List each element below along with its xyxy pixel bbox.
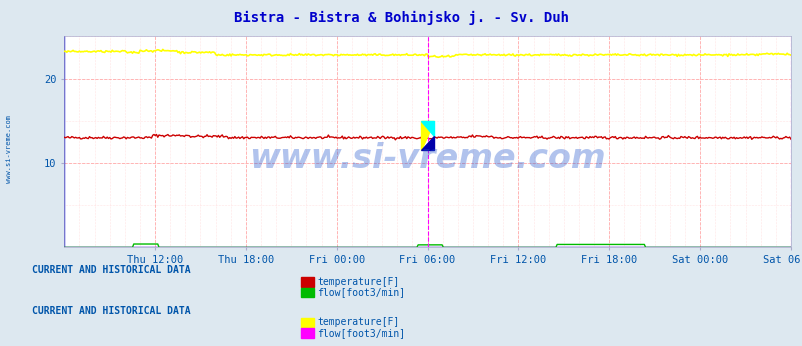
Text: flow[foot3/min]: flow[foot3/min] — [317, 288, 405, 297]
Text: CURRENT AND HISTORICAL DATA: CURRENT AND HISTORICAL DATA — [32, 265, 191, 275]
Polygon shape — [420, 136, 434, 150]
Polygon shape — [420, 121, 434, 136]
Text: CURRENT AND HISTORICAL DATA: CURRENT AND HISTORICAL DATA — [32, 306, 191, 316]
Text: temperature[F]: temperature[F] — [317, 318, 399, 327]
Polygon shape — [420, 121, 434, 150]
Text: www.si-vreme.com: www.si-vreme.com — [249, 142, 606, 175]
Text: Bistra - Bistra & Bohinjsko j. - Sv. Duh: Bistra - Bistra & Bohinjsko j. - Sv. Duh — [233, 10, 569, 25]
Text: flow[foot3/min]: flow[foot3/min] — [317, 328, 405, 338]
Text: www.si-vreme.com: www.si-vreme.com — [6, 115, 12, 183]
Text: temperature[F]: temperature[F] — [317, 277, 399, 287]
